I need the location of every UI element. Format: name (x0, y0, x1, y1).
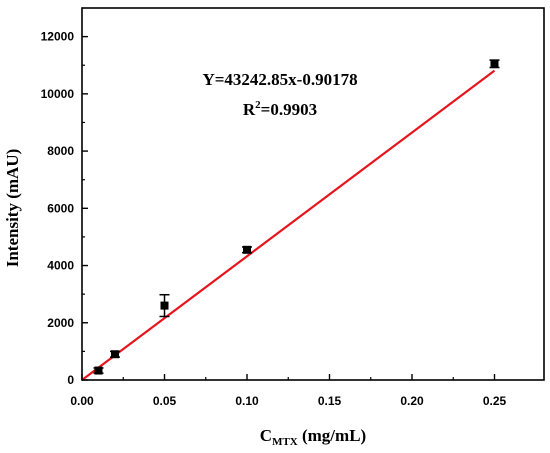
x-tick-labels: 0.00 0.05 0.10 0.15 0.20 0.25 (70, 394, 506, 408)
r-squared-symbol: R (243, 100, 256, 119)
x-axis-title: CMTX (mg/mL) (260, 426, 366, 448)
x-tick-label: 0.10 (235, 394, 259, 408)
x-tick-label: 0.15 (318, 394, 342, 408)
data-point (243, 245, 251, 254)
x-axis: 0.00 0.05 0.10 0.15 0.20 0.25 (70, 374, 507, 408)
data-points (93, 59, 500, 375)
x-tick-label: 0.20 (400, 394, 424, 408)
y-tick-label: 10000 (41, 87, 75, 101)
fit-equation: Y=43242.85x-0.90178 (202, 70, 357, 89)
data-point (94, 366, 103, 375)
y-ticks (82, 35, 88, 381)
r-squared-value: =0.9903 (261, 100, 317, 119)
y-tick-labels: 0 2000 4000 6000 8000 10000 12000 (41, 30, 75, 387)
plot-frame (81, 7, 545, 381)
x-axis-title-subscript: MTX (272, 436, 298, 448)
x-axis-title-main: C (260, 426, 272, 445)
fit-line (81, 69, 496, 381)
x-axis-title-unit: (mg/mL) (298, 426, 366, 445)
y-tick-label: 0 (67, 373, 74, 387)
y-tick-label: 12000 (41, 30, 75, 44)
y-tick-label: 6000 (47, 201, 74, 215)
r-squared-superscript: 2 (255, 99, 261, 111)
data-point (160, 301, 169, 310)
data-point (490, 59, 499, 68)
r-squared: R2=0.9903 (243, 99, 317, 119)
y-tick-label: 2000 (47, 316, 74, 330)
x-tick-label: 0.00 (70, 394, 94, 408)
data-point (111, 350, 119, 359)
x-ticks (81, 374, 496, 380)
y-tick-label: 8000 (47, 144, 74, 158)
y-tick-label: 4000 (47, 259, 74, 273)
x-tick-label: 0.05 (153, 394, 177, 408)
y-axis-title: Intensity (mAU) (3, 149, 22, 268)
y-axis: 0 2000 4000 6000 8000 10000 12000 (41, 30, 88, 387)
x-tick-label: 0.25 (483, 394, 507, 408)
